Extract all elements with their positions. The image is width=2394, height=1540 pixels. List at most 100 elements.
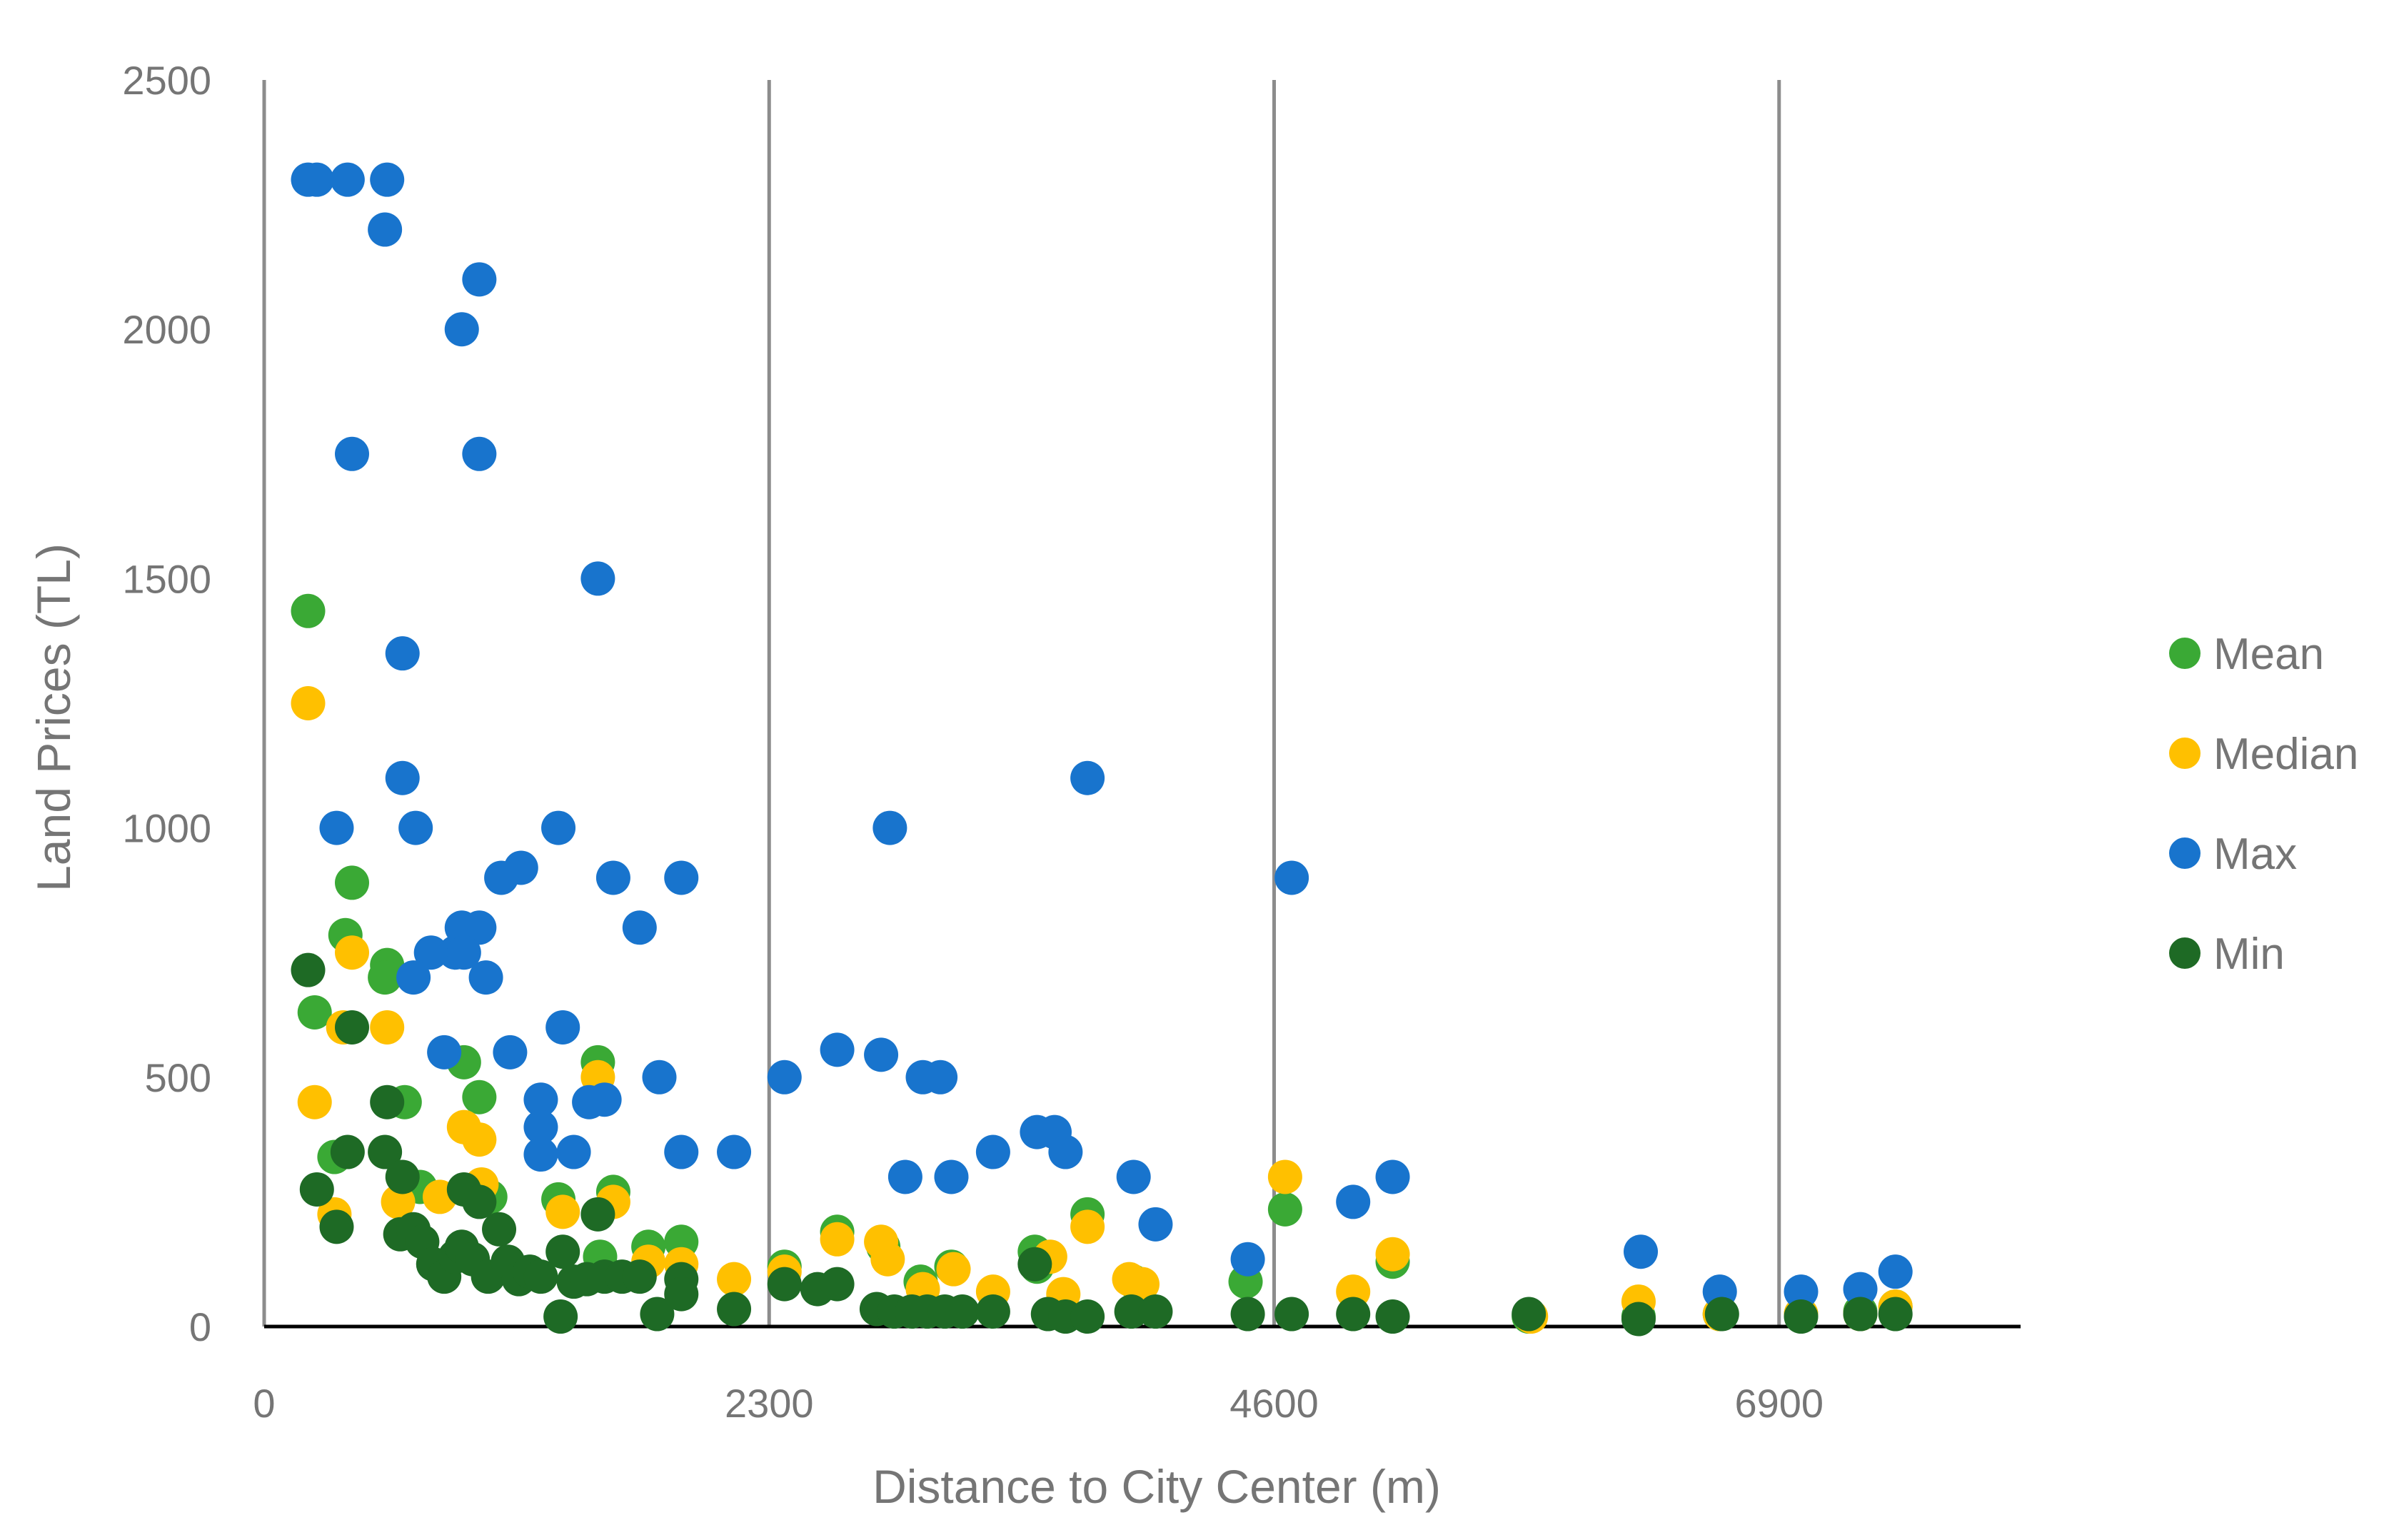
data-point-max-17 xyxy=(595,860,630,895)
data-point-max-58 xyxy=(1624,1234,1659,1269)
data-point-max-54 xyxy=(1230,1242,1265,1277)
data-point-max-1 xyxy=(299,162,334,197)
data-point-mean-1 xyxy=(297,995,332,1030)
data-point-max-8 xyxy=(462,436,497,471)
data-point-max-37 xyxy=(664,1134,699,1169)
data-point-median-28 xyxy=(1125,1267,1160,1302)
data-point-max-40 xyxy=(820,1032,855,1067)
data-point-max-5 xyxy=(462,262,497,297)
data-point-max-26 xyxy=(468,960,503,995)
data-point-min-35 xyxy=(717,1292,752,1327)
data-point-median-26 xyxy=(1070,1209,1105,1244)
data-point-mean-0 xyxy=(291,593,326,628)
y-tick-label-3: 1500 xyxy=(122,556,211,601)
legend-label-mean: Mean xyxy=(2213,630,2324,679)
data-point-max-27 xyxy=(545,1010,580,1045)
x-tick-label-3: 6900 xyxy=(1734,1381,1824,1426)
data-point-median-9 xyxy=(462,1122,497,1157)
data-point-max-13 xyxy=(398,810,433,845)
data-point-max-38 xyxy=(717,1134,752,1169)
data-point-min-46 xyxy=(1017,1247,1052,1282)
data-point-min-60 xyxy=(1843,1297,1878,1332)
data-point-max-53 xyxy=(1138,1207,1173,1242)
data-point-min-2 xyxy=(370,1084,405,1119)
data-point-min-38 xyxy=(820,1267,855,1302)
legend-item-mean: Mean xyxy=(2169,630,2324,679)
data-point-median-4 xyxy=(370,1010,405,1045)
data-point-min-3 xyxy=(299,1172,334,1207)
data-point-min-52 xyxy=(1230,1297,1265,1332)
series-max xyxy=(291,162,1913,1309)
x-axis-ticks: 0 2300 4600 6900 xyxy=(253,1381,1824,1426)
data-point-max-33 xyxy=(642,1060,677,1094)
data-point-max-50 xyxy=(1048,1134,1083,1169)
data-point-median-29 xyxy=(1267,1159,1302,1194)
data-point-max-32 xyxy=(587,1082,622,1117)
data-point-max-7 xyxy=(335,436,369,471)
legend-label-max: Max xyxy=(2213,830,2297,879)
data-point-max-47 xyxy=(975,1134,1010,1169)
gridlines xyxy=(262,80,1781,1327)
data-point-median-1 xyxy=(297,1084,332,1119)
data-point-max-25 xyxy=(396,960,431,995)
data-point-min-23 xyxy=(523,1259,558,1294)
data-point-max-51 xyxy=(1070,760,1105,795)
y-tick-label-4: 2000 xyxy=(122,307,211,352)
data-point-max-45 xyxy=(887,1159,922,1194)
y-axis-ticks: 0 500 1000 1500 2000 2500 xyxy=(122,58,211,1349)
data-point-max-62 xyxy=(1878,1254,1913,1289)
data-point-max-4 xyxy=(368,212,403,247)
y-tick-label-2: 1000 xyxy=(122,806,211,851)
data-point-min-4 xyxy=(319,1209,354,1244)
legend: Mean Median Max Min xyxy=(2169,630,2358,979)
data-point-min-56 xyxy=(1512,1297,1546,1332)
plot-area xyxy=(291,162,1913,1337)
data-point-min-45 xyxy=(975,1294,1010,1329)
data-point-max-16 xyxy=(484,860,519,895)
data-point-max-55 xyxy=(1274,860,1309,895)
data-point-min-61 xyxy=(1878,1297,1913,1332)
data-point-max-24 xyxy=(446,935,481,970)
data-point-min-55 xyxy=(1375,1299,1410,1334)
data-point-min-58 xyxy=(1704,1297,1739,1332)
data-point-max-41 xyxy=(864,1037,899,1072)
data-point-max-29 xyxy=(493,1035,528,1070)
data-point-median-0 xyxy=(291,686,326,720)
legend-marker-min xyxy=(2169,937,2201,969)
data-point-min-49 xyxy=(1070,1299,1105,1334)
data-point-min-44 xyxy=(945,1294,980,1329)
data-point-max-61 xyxy=(1843,1272,1878,1307)
data-point-max-3 xyxy=(370,162,405,197)
data-point-mean-5 xyxy=(368,960,403,995)
data-point-min-51 xyxy=(1138,1294,1173,1329)
data-point-max-22 xyxy=(413,935,448,970)
data-point-max-2 xyxy=(330,162,365,197)
x-tick-label-0: 0 xyxy=(253,1381,275,1426)
data-point-mean-28 xyxy=(1267,1192,1302,1227)
data-point-max-10 xyxy=(385,636,420,671)
legend-marker-median xyxy=(2169,738,2201,769)
data-point-min-24 xyxy=(543,1299,578,1334)
data-point-median-16 xyxy=(717,1262,752,1297)
data-point-median-2 xyxy=(335,935,369,970)
data-point-max-36 xyxy=(556,1134,591,1169)
data-point-min-32 xyxy=(640,1297,675,1332)
data-point-max-39 xyxy=(767,1060,802,1094)
data-point-max-9 xyxy=(580,561,615,596)
legend-marker-mean xyxy=(2169,638,2201,669)
data-point-min-19 xyxy=(482,1212,517,1247)
legend-item-median: Median xyxy=(2169,730,2358,779)
data-point-max-14 xyxy=(541,810,576,845)
data-point-min-17 xyxy=(462,1184,497,1219)
data-point-min-54 xyxy=(1336,1297,1371,1332)
legend-label-min: Min xyxy=(2213,930,2285,979)
data-point-median-18 xyxy=(820,1222,855,1257)
legend-item-min: Min xyxy=(2169,930,2285,979)
data-point-min-50 xyxy=(1114,1294,1149,1329)
data-point-max-57 xyxy=(1375,1159,1410,1194)
x-tick-label-2: 4600 xyxy=(1229,1381,1319,1426)
data-point-min-28 xyxy=(580,1197,615,1232)
data-point-min-25 xyxy=(545,1234,580,1269)
legend-marker-max xyxy=(2169,837,2201,869)
